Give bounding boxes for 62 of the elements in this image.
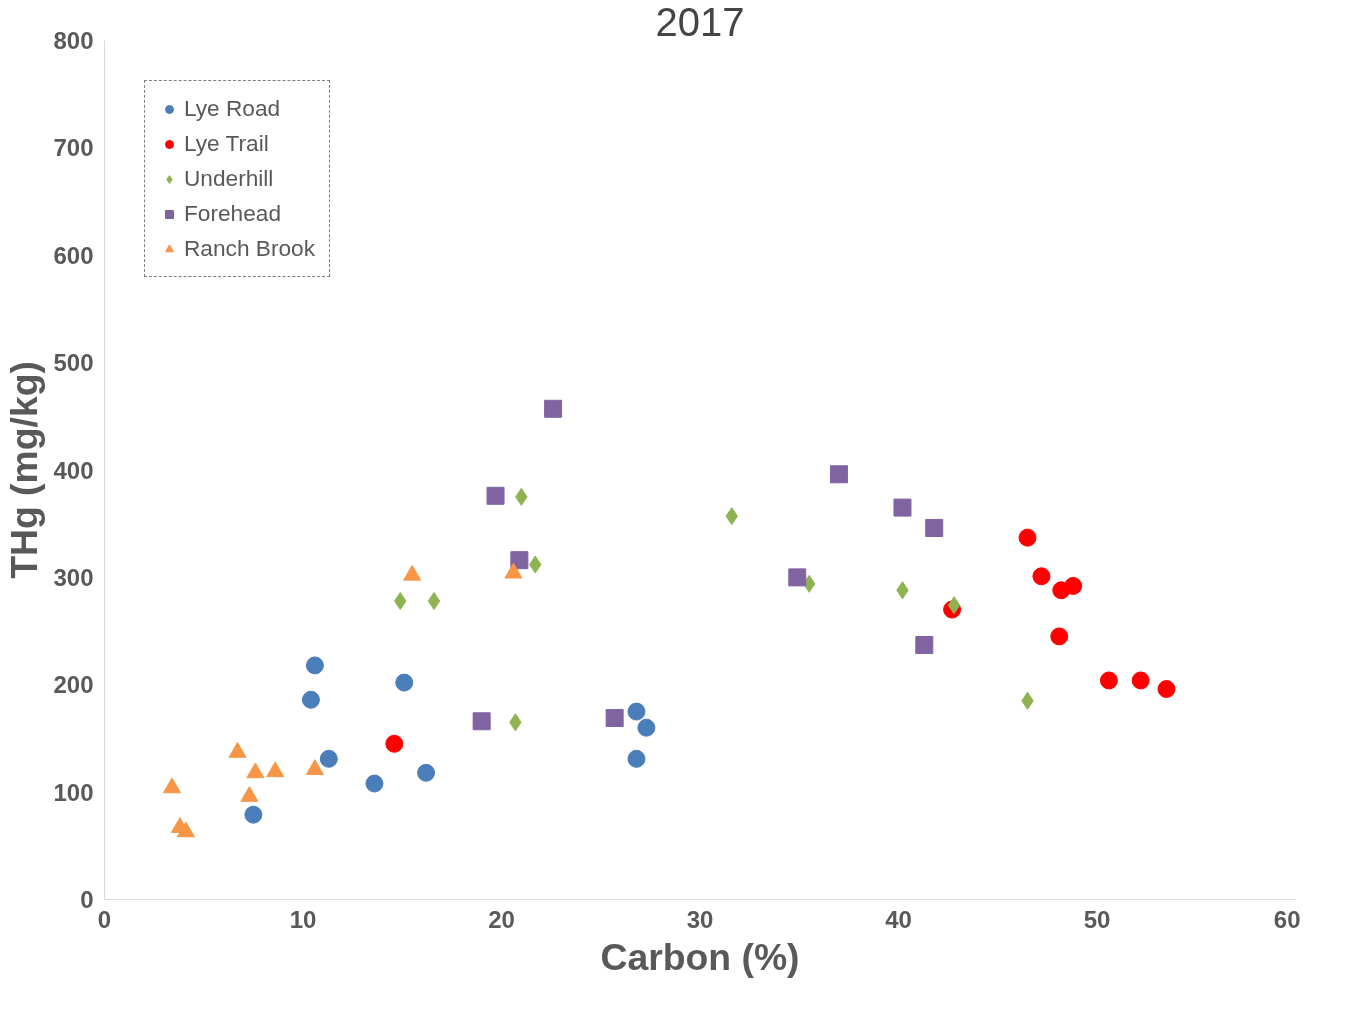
- point: [417, 763, 436, 782]
- point: [510, 551, 529, 570]
- point: [1032, 567, 1051, 586]
- point: [246, 762, 265, 779]
- point: [829, 465, 848, 484]
- point: [1099, 671, 1118, 690]
- x-tick-label: 30: [686, 905, 714, 933]
- point: [176, 821, 195, 838]
- point: [228, 742, 247, 758]
- point: [427, 592, 441, 610]
- y-tick-label: 800: [53, 27, 94, 54]
- y-tick-label: 0: [80, 886, 94, 913]
- y-tick-label: 200: [53, 671, 94, 699]
- point: [394, 592, 407, 610]
- x-tick-label: 40: [885, 905, 912, 933]
- point: [240, 786, 259, 802]
- y-axis-title: THg (mg/kg): [3, 361, 46, 579]
- y-tick-label: 500: [53, 349, 94, 377]
- point: [915, 636, 934, 655]
- point: [947, 596, 961, 615]
- point: [637, 718, 656, 737]
- y-tick-label: 600: [53, 241, 94, 269]
- x-tick-label: 20: [488, 905, 515, 933]
- point: [605, 709, 624, 728]
- point: [301, 690, 320, 709]
- point: [1018, 528, 1037, 547]
- legend-label: Lye Trail: [184, 130, 269, 157]
- point: [266, 761, 285, 778]
- y-tick-label: 300: [53, 563, 94, 591]
- y-tick-label: 400: [53, 456, 94, 484]
- legend-label: Underhill: [184, 165, 274, 192]
- y-tick-label: 700: [53, 134, 94, 162]
- point: [472, 712, 491, 731]
- legend-label: Lye Road: [184, 95, 281, 122]
- point: [1064, 576, 1083, 595]
- y-tick-label: 100: [53, 778, 94, 806]
- point: [925, 518, 944, 537]
- legend-label: Ranch Brook: [184, 235, 315, 262]
- chart-title: 2017: [655, 0, 745, 44]
- point: [788, 568, 807, 587]
- point: [305, 656, 324, 675]
- x-tick-label: 10: [289, 905, 317, 933]
- x-tick-label: 60: [1273, 905, 1301, 933]
- point: [1157, 680, 1176, 699]
- point: [162, 777, 181, 794]
- point: [395, 673, 414, 692]
- point: [627, 702, 646, 721]
- point: [893, 498, 912, 517]
- point: [244, 805, 263, 824]
- point: [365, 774, 384, 793]
- point: [385, 734, 404, 753]
- legend-label: Forehead: [184, 200, 281, 227]
- point: [305, 759, 324, 775]
- x-tick-label: 0: [97, 905, 112, 933]
- x-tick-label: 50: [1083, 905, 1111, 933]
- point: [544, 399, 563, 418]
- point: [319, 749, 338, 768]
- x-axis-title: Carbon (%): [600, 935, 800, 978]
- point: [1131, 671, 1150, 690]
- point: [486, 486, 505, 505]
- point: [1050, 627, 1069, 646]
- point: [627, 749, 646, 768]
